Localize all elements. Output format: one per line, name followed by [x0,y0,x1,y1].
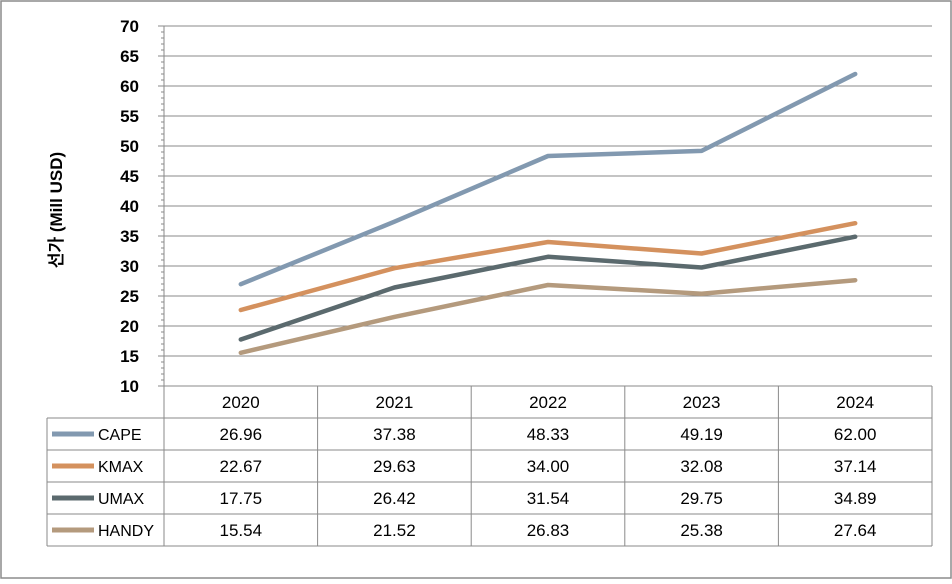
y-tick-label: 40 [120,197,139,216]
data-cell-cape: 48.33 [527,425,570,444]
y-tick-label: 50 [120,137,139,156]
legend-label-kmax: KMAX [98,459,144,476]
y-tick-label: 60 [120,77,139,96]
data-cell-kmax: 29.63 [373,457,416,476]
data-cell-umax: 17.75 [220,489,263,508]
y-tick-label: 35 [120,227,139,246]
data-cell-umax: 29.75 [680,489,723,508]
y-tick-label: 70 [120,17,139,36]
y-tick-label: 45 [120,167,139,186]
data-cell-handy: 15.54 [220,521,263,540]
legend-label-cape: CAPE [98,427,142,444]
y-tick-label: 15 [120,347,139,366]
data-cell-cape: 37.38 [373,425,416,444]
x-category-label: 2020 [222,393,260,412]
y-tick-label: 65 [120,47,139,66]
data-cell-umax: 31.54 [527,489,570,508]
y-tick-label: 10 [120,377,139,396]
data-cell-umax: 34.89 [834,489,877,508]
data-cell-kmax: 32.08 [680,457,723,476]
data-cell-handy: 25.38 [680,521,723,540]
y-tick-label: 20 [120,317,139,336]
data-cell-kmax: 37.14 [834,457,877,476]
data-cell-handy: 27.64 [834,521,877,540]
data-cell-cape: 49.19 [680,425,723,444]
data-cell-cape: 62.00 [834,425,877,444]
legend-label-umax: UMAX [98,491,145,508]
series-line-handy [238,277,858,356]
x-category-label: 2021 [375,393,413,412]
x-category-label: 2024 [836,393,874,412]
y-axis-title: 선가 (Mill USD) [47,152,66,268]
series-line-umax [238,234,858,342]
data-cell-kmax: 34.00 [527,457,570,476]
data-cell-umax: 26.42 [373,489,416,508]
legend-label-handy: HANDY [98,523,154,540]
data-cell-cape: 26.96 [220,425,263,444]
series-line-cape [238,71,858,287]
series-line-kmax [238,220,858,313]
y-tick-label: 25 [120,287,139,306]
x-category-label: 2022 [529,393,567,412]
y-tick-label: 30 [120,257,139,276]
x-category-label: 2023 [683,393,721,412]
data-cell-handy: 21.52 [373,521,416,540]
y-tick-label: 55 [120,107,139,126]
data-cell-handy: 26.83 [527,521,570,540]
data-cell-kmax: 22.67 [220,457,263,476]
